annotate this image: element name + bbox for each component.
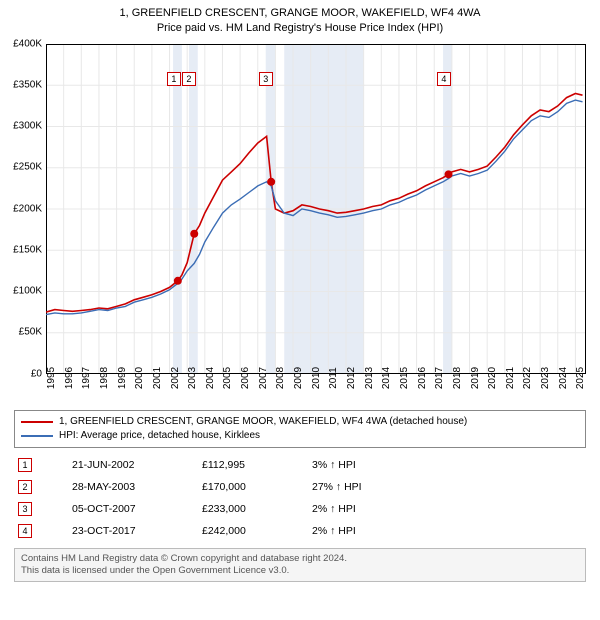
x-tick-label: 2013	[364, 367, 375, 389]
sale-price: £112,995	[202, 459, 312, 471]
y-tick-label: £350K	[13, 79, 42, 90]
x-tick-label: 2001	[152, 367, 163, 389]
title-address: 1, GREENFIELD CRESCENT, GRANGE MOOR, WAK…	[0, 6, 600, 21]
x-tick-label: 2010	[311, 367, 322, 389]
x-tick-label: 2025	[575, 367, 586, 389]
x-tick-label: 2006	[240, 367, 251, 389]
footer-line2: This data is licensed under the Open Gov…	[21, 565, 579, 577]
legend-label: 1, GREENFIELD CRESCENT, GRANGE MOOR, WAK…	[59, 416, 467, 427]
x-tick-label: 2017	[434, 367, 445, 389]
legend-item: 1, GREENFIELD CRESCENT, GRANGE MOOR, WAK…	[21, 415, 579, 429]
legend: 1, GREENFIELD CRESCENT, GRANGE MOOR, WAK…	[14, 410, 586, 448]
sale-row: 4 23-OCT-2017£242,0002% ↑ HPI	[14, 520, 586, 542]
sale-row: 3 05-OCT-2007£233,0002% ↑ HPI	[14, 498, 586, 520]
sale-row: 1 21-JUN-2002£112,9953% ↑ HPI	[14, 454, 586, 476]
footer-line1: Contains HM Land Registry data © Crown c…	[21, 553, 579, 565]
x-tick-label: 2014	[381, 367, 392, 389]
chart-titles: 1, GREENFIELD CRESCENT, GRANGE MOOR, WAK…	[0, 0, 600, 36]
sale-date: 23-OCT-2017	[72, 525, 202, 537]
y-tick-label: £50K	[19, 327, 42, 338]
y-tick-label: £0	[31, 368, 42, 379]
x-tick-label: 2002	[170, 367, 181, 389]
sale-date: 21-JUN-2002	[72, 459, 202, 471]
sale-marker-2: 2	[182, 72, 196, 86]
x-tick-label: 1997	[81, 367, 92, 389]
y-tick-label: £100K	[13, 286, 42, 297]
sale-badge: 2	[18, 480, 32, 494]
y-tick-label: £150K	[13, 244, 42, 255]
x-tick-label: 2021	[505, 367, 516, 389]
y-tick-label: £250K	[13, 162, 42, 173]
sale-price: £242,000	[202, 525, 312, 537]
x-tick-label: 2007	[258, 367, 269, 389]
sale-diff: 3% ↑ HPI	[312, 459, 442, 471]
x-tick-label: 2020	[487, 367, 498, 389]
sale-marker-3: 3	[259, 72, 273, 86]
x-tick-label: 2004	[205, 367, 216, 389]
chart-area: £0£50K£100K£150K£200K£250K£300K£350K£400…	[46, 44, 586, 374]
legend-swatch	[21, 435, 53, 437]
y-tick-label: £200K	[13, 203, 42, 214]
x-tick-label: 2022	[522, 367, 533, 389]
sale-diff: 2% ↑ HPI	[312, 503, 442, 515]
x-tick-label: 2019	[470, 367, 481, 389]
chart-svg	[46, 44, 586, 374]
sale-marker-1: 1	[167, 72, 181, 86]
x-tick-label: 2024	[558, 367, 569, 389]
title-subtitle: Price paid vs. HM Land Registry's House …	[0, 21, 600, 36]
figure: 1, GREENFIELD CRESCENT, GRANGE MOOR, WAK…	[0, 0, 600, 582]
sale-price: £233,000	[202, 503, 312, 515]
sale-row: 2 28-MAY-2003£170,00027% ↑ HPI	[14, 476, 586, 498]
x-tick-label: 1996	[64, 367, 75, 389]
sale-date: 28-MAY-2003	[72, 481, 202, 493]
x-tick-label: 1999	[117, 367, 128, 389]
x-tick-label: 2012	[346, 367, 357, 389]
legend-item: HPI: Average price, detached house, Kirk…	[21, 429, 579, 443]
x-tick-label: 2015	[399, 367, 410, 389]
sale-diff: 2% ↑ HPI	[312, 525, 442, 537]
sale-badge: 4	[18, 524, 32, 538]
sale-badge: 3	[18, 502, 32, 516]
sale-price: £170,000	[202, 481, 312, 493]
x-tick-label: 2016	[417, 367, 428, 389]
x-tick-label: 1998	[99, 367, 110, 389]
x-tick-label: 2018	[452, 367, 463, 389]
attribution-footer: Contains HM Land Registry data © Crown c…	[14, 548, 586, 583]
x-tick-label: 2005	[222, 367, 233, 389]
x-tick-label: 2008	[275, 367, 286, 389]
x-tick-label: 2011	[328, 367, 339, 389]
sale-badge: 1	[18, 458, 32, 472]
sale-marker-4: 4	[437, 72, 451, 86]
legend-label: HPI: Average price, detached house, Kirk…	[59, 430, 260, 441]
sales-table: 1 21-JUN-2002£112,9953% ↑ HPI 2 28-MAY-2003…	[14, 454, 586, 542]
x-tick-label: 2000	[134, 367, 145, 389]
x-tick-label: 2009	[293, 367, 304, 389]
x-tick-label: 2003	[187, 367, 198, 389]
x-tick-label: 1995	[46, 367, 57, 389]
y-tick-label: £400K	[13, 38, 42, 49]
sale-diff: 27% ↑ HPI	[312, 481, 442, 493]
y-tick-label: £300K	[13, 121, 42, 132]
x-tick-label: 2023	[540, 367, 551, 389]
legend-swatch	[21, 421, 53, 423]
sale-date: 05-OCT-2007	[72, 503, 202, 515]
